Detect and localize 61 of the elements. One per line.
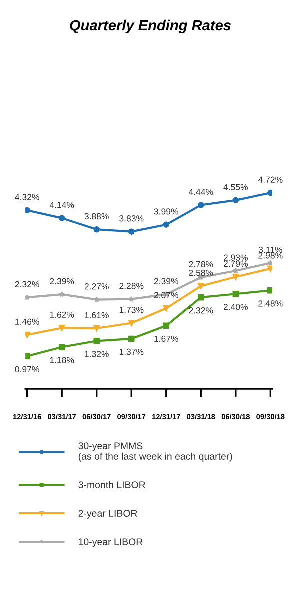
legend-label: 30-year PMMS (as of the last week in each quarter) — [78, 442, 232, 462]
data-label: 2.07% — [154, 292, 178, 298]
point — [198, 294, 204, 301]
data-label: 2.58% — [189, 270, 214, 276]
legend-label: 3-month LIBOR — [78, 481, 146, 488]
chart-title: Quarterly Ending Rates — [70, 20, 232, 34]
data-label: 2.32% — [189, 308, 214, 314]
data-label: 2.78% — [189, 261, 214, 268]
data-label: 2.40% — [224, 304, 248, 310]
point — [268, 288, 272, 294]
data-label: 2.79% — [224, 260, 248, 268]
data-label: 3.83% — [120, 216, 144, 222]
data-label: 1.32% — [85, 351, 109, 358]
data-label: 2.27% — [84, 284, 109, 290]
data-label: 2.39% — [154, 278, 178, 284]
data-label: 2.28% — [120, 283, 144, 290]
point — [26, 207, 30, 214]
data-label: 2.39% — [50, 278, 74, 284]
data-label: 2.98% — [258, 252, 283, 259]
data-label: 4.32% — [15, 194, 40, 200]
data-label: 1.18% — [50, 357, 74, 364]
point — [26, 332, 30, 338]
point — [163, 322, 170, 330]
data-label: 4.14% — [50, 202, 74, 208]
data-label: 1.61% — [85, 312, 109, 318]
legend-label: 2-year LIBOR — [78, 510, 138, 519]
data-label: 4.44% — [188, 189, 214, 196]
point — [58, 344, 66, 350]
point — [58, 324, 66, 332]
data-label: 0.97% — [15, 366, 40, 373]
point — [94, 325, 100, 332]
point — [163, 222, 170, 228]
point — [26, 353, 30, 360]
point — [128, 320, 135, 326]
point — [268, 190, 272, 196]
legend-label: 10-year LIBOR — [79, 538, 143, 548]
data-label: 3.11% — [258, 246, 282, 254]
point — [58, 215, 66, 222]
data-label: 2.32% — [15, 281, 40, 288]
data-label: 1.46% — [16, 318, 40, 325]
point — [128, 228, 135, 235]
point — [232, 274, 240, 280]
point — [232, 197, 240, 204]
data-label: 3.88% — [84, 213, 109, 220]
data-label: 1.73% — [120, 307, 144, 314]
data-label: 1.62% — [50, 312, 74, 318]
data-label: 1.37% — [120, 348, 144, 356]
data-label: 2.48% — [258, 300, 283, 307]
point — [163, 305, 170, 312]
point — [59, 291, 66, 298]
point — [198, 202, 204, 208]
data-label: 3.99% — [154, 208, 178, 215]
data-label: 4.55% — [224, 184, 248, 190]
point — [94, 226, 100, 233]
data-label: 4.72% — [258, 176, 283, 183]
point — [94, 338, 100, 344]
data-label: 1.67% — [154, 336, 178, 342]
point — [268, 260, 272, 266]
point — [232, 290, 240, 298]
data-label: 2.93% — [224, 254, 248, 261]
point — [128, 336, 135, 342]
